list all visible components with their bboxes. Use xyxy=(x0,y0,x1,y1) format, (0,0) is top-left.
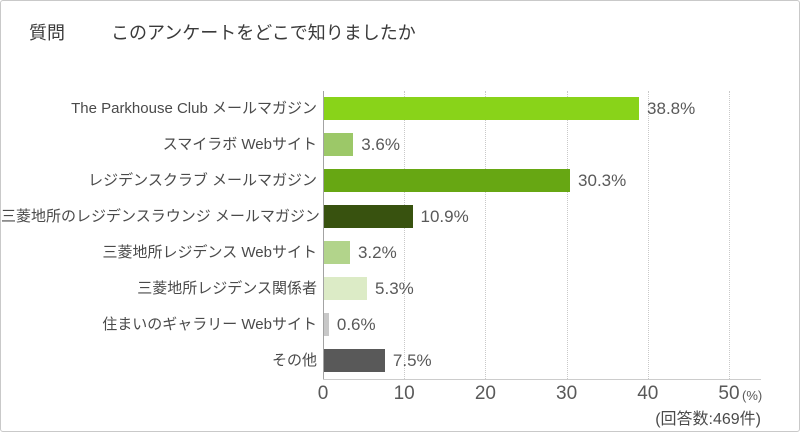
bar-cell: 10.9% xyxy=(323,199,761,235)
gridline xyxy=(647,91,649,379)
bar xyxy=(324,205,413,228)
bar-cell: 3.2% xyxy=(323,235,761,271)
bar-row: スマイラボ Webサイト 3.6% xyxy=(1,127,761,163)
bar xyxy=(324,277,368,300)
x-tick-label: 40 xyxy=(637,383,659,404)
x-tick-label: 50 xyxy=(718,383,740,404)
value-label: 10.9% xyxy=(420,207,469,226)
bar-row: The Parkhouse Club メールマガジン 38.8% xyxy=(1,91,761,127)
bar xyxy=(324,349,385,372)
bar-row: 三菱地所レジデンス Webサイト 3.2% xyxy=(1,235,761,271)
bar-cell: 0.6% xyxy=(323,307,761,343)
x-tick-label: 0 xyxy=(317,383,329,404)
category-label: レジデンスクラブ メールマガジン xyxy=(88,172,317,189)
value-label: 0.6% xyxy=(336,315,376,334)
x-axis-line xyxy=(323,379,761,380)
bar-rows: The Parkhouse Club メールマガジン 38.8% スマイラボ Web… xyxy=(1,91,761,379)
category-label: 三菱地所レジデンス関係者 xyxy=(137,280,317,297)
bar xyxy=(324,97,640,120)
bar-row: 三菱地所のレジデンスラウンジ メールマガジン 10.9% xyxy=(1,199,761,235)
gridline xyxy=(566,91,568,379)
category-label: 住まいのギャラリー Webサイト xyxy=(102,316,317,333)
bar xyxy=(324,169,571,192)
bar xyxy=(324,133,354,156)
x-tick-label: 10 xyxy=(393,383,415,404)
value-label: 3.2% xyxy=(357,243,397,262)
category-label: The Parkhouse Club メールマガジン xyxy=(71,100,317,117)
bar-row: 住まいのギャラリー Webサイト 0.6% xyxy=(1,307,761,343)
x-tick-label: 20 xyxy=(474,383,496,404)
bar-cell: 38.8% xyxy=(323,91,761,127)
category-label: その他 xyxy=(271,352,317,369)
x-axis-unit: (%) xyxy=(742,388,763,403)
bar-cell: 5.3% xyxy=(323,271,761,307)
category-label: スマイラボ Webサイト xyxy=(162,136,317,153)
respondents-note: (回答数:469件) xyxy=(655,411,761,428)
value-label: 5.3% xyxy=(375,279,414,298)
value-label: 38.8% xyxy=(647,99,696,118)
value-label: 7.5% xyxy=(392,351,432,370)
gridline xyxy=(404,91,406,379)
question-label: 質問 xyxy=(29,23,65,43)
bar-chart: The Parkhouse Club メールマガジン 38.8% スマイラボ Web… xyxy=(1,91,761,380)
y-axis-line xyxy=(323,91,324,379)
bar-row: 三菱地所レジデンス関係者 5.3% xyxy=(1,271,761,307)
category-label: 三菱地所レジデンス Webサイト xyxy=(102,244,317,261)
gridline xyxy=(729,91,730,379)
bar-row: その他 7.5% xyxy=(1,343,761,379)
bar-row: レジデンスクラブ メールマガジン 30.3% xyxy=(1,163,761,199)
category-label: 三菱地所のレジデンスラウンジ メールマガジン xyxy=(1,208,320,225)
bar xyxy=(324,241,350,264)
chart-header: 質問 このアンケートをどこで知りましたか xyxy=(1,1,799,43)
bar-cell: 30.3% xyxy=(323,163,761,199)
bar xyxy=(324,313,329,336)
x-axis-ticks: (%) 0 10 20 30 40 50 xyxy=(318,379,763,405)
x-tick-label: 30 xyxy=(556,383,578,404)
value-label: 3.6% xyxy=(361,135,400,154)
page-title: このアンケートをどこで知りましたか xyxy=(111,23,416,43)
value-label: 30.3% xyxy=(578,171,627,190)
bar-cell: 7.5% xyxy=(323,343,761,379)
bar-cell: 3.6% xyxy=(323,127,761,163)
gridline xyxy=(485,91,487,379)
